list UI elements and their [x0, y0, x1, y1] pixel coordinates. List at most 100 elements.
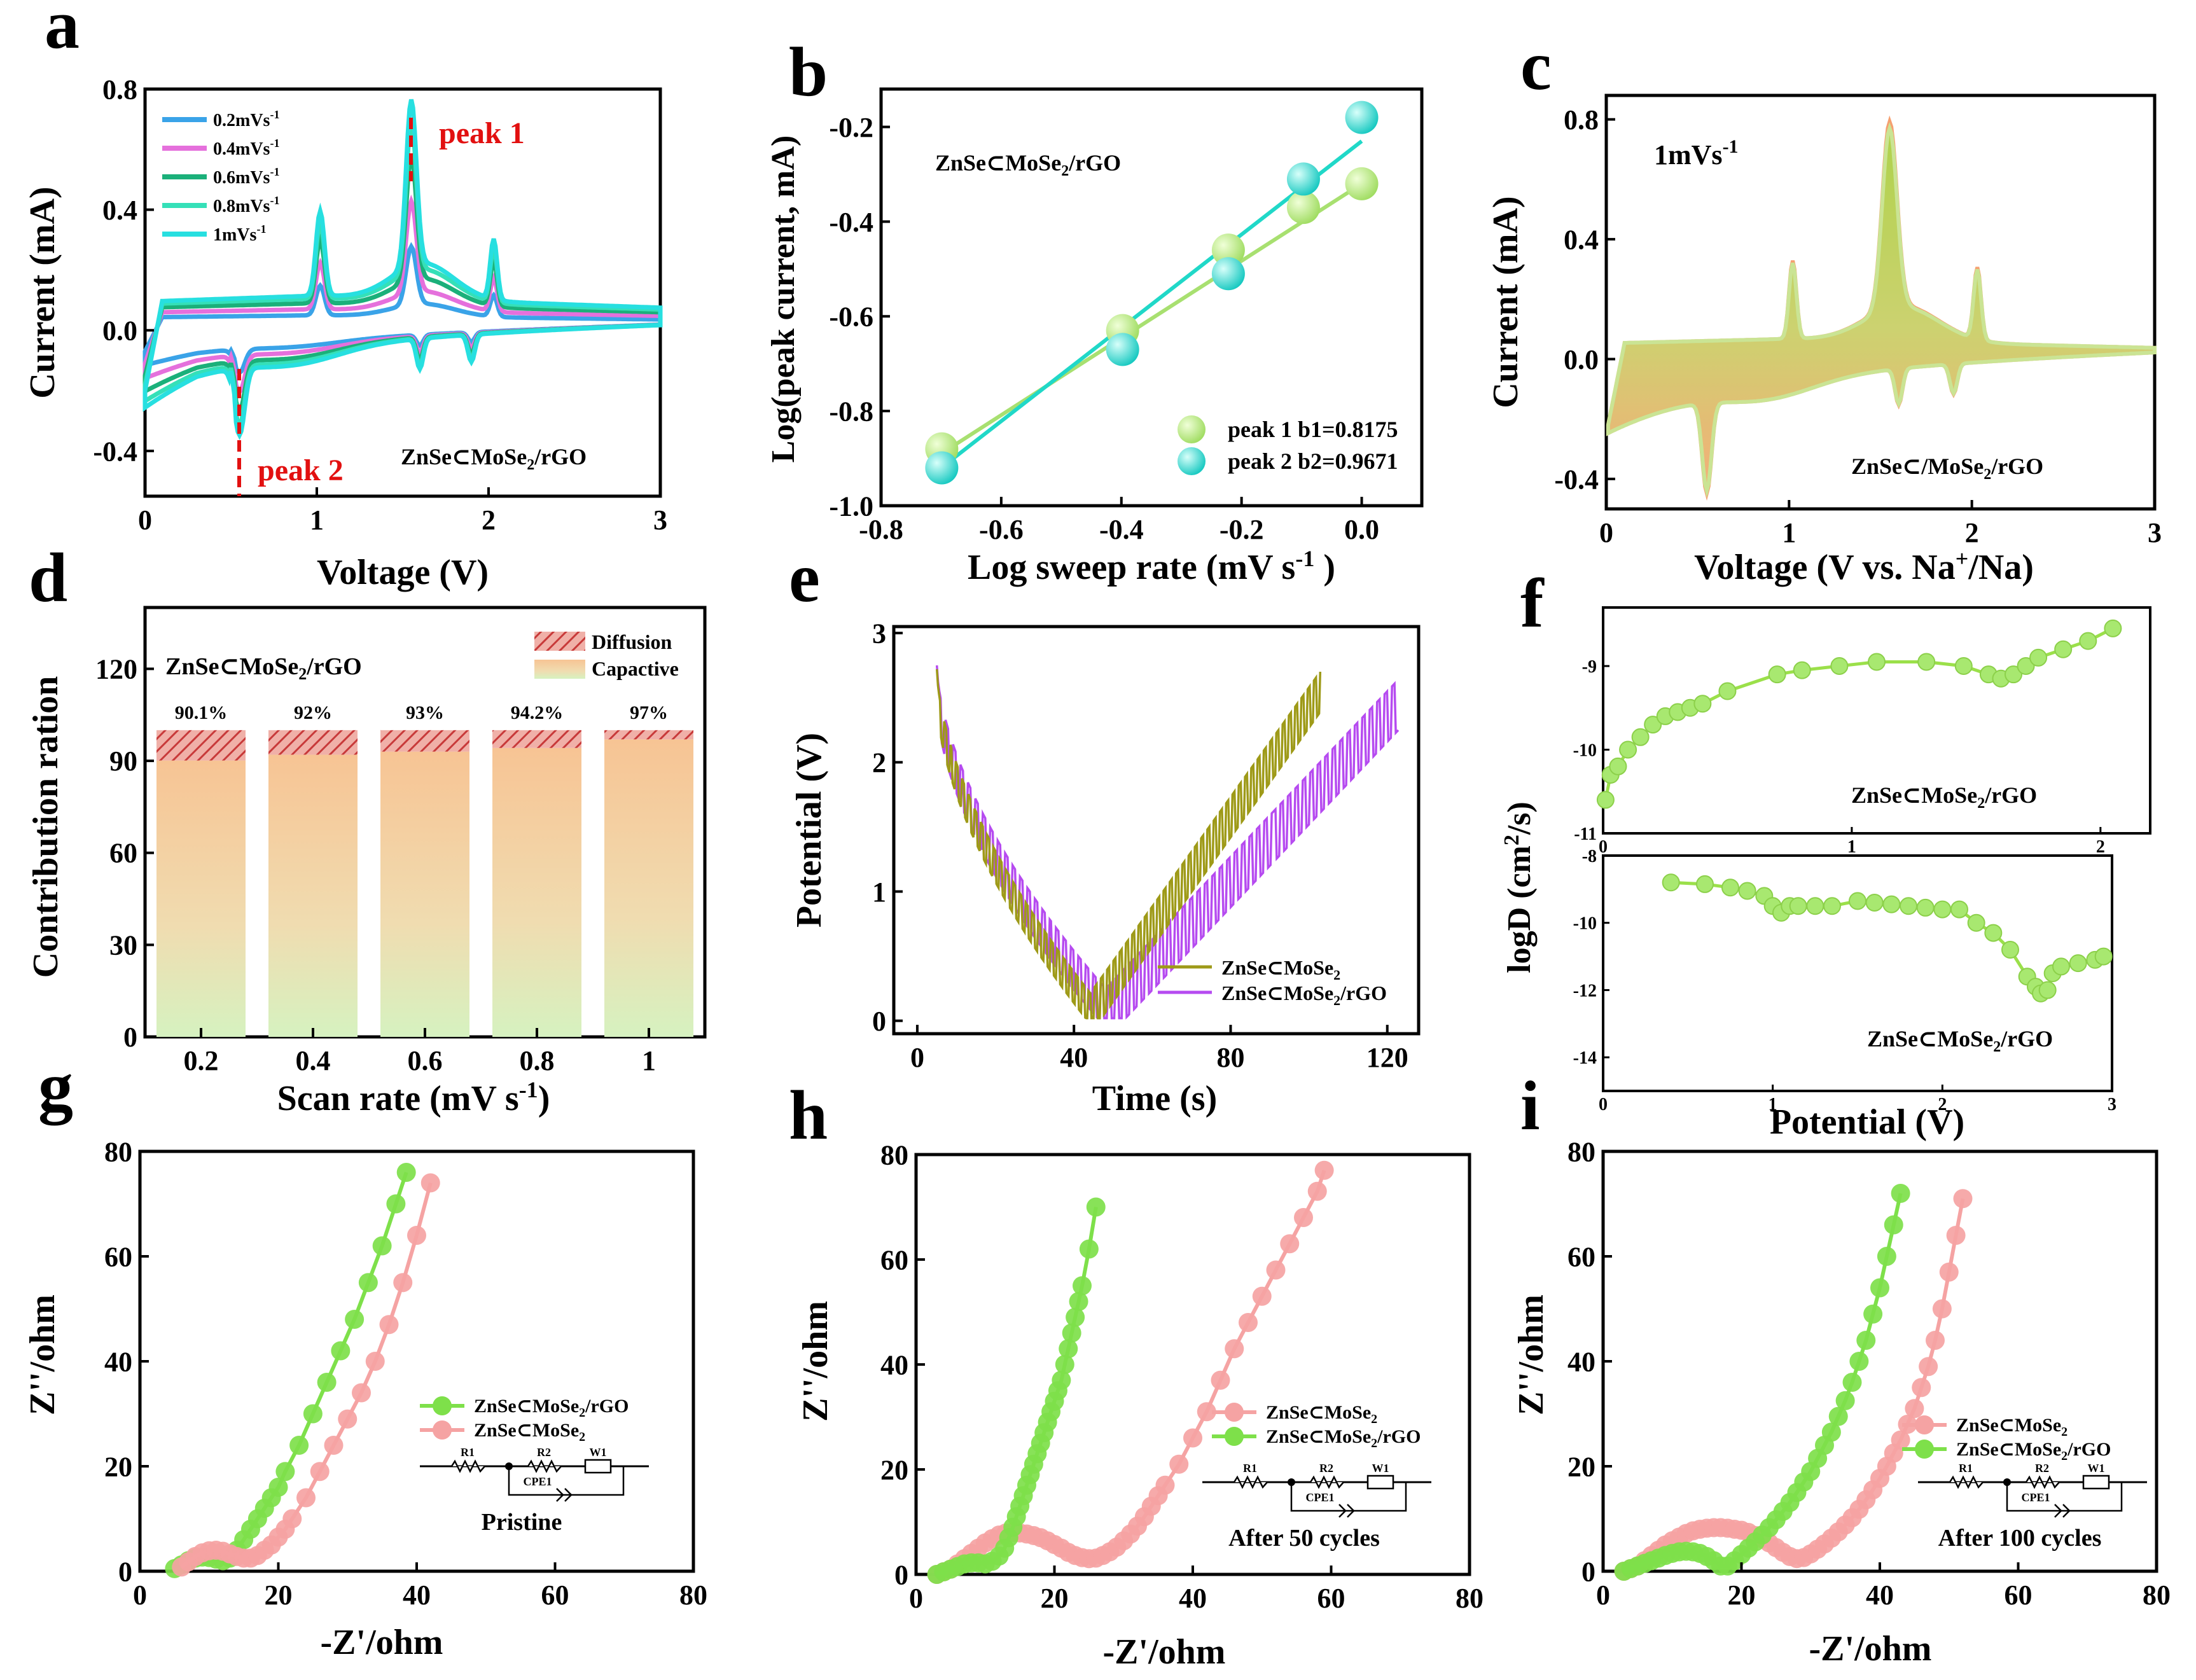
panel-d-title: ZnSe⊂MoSe2/rGO — [165, 653, 362, 683]
logd-point — [1696, 875, 1714, 893]
nyquist-point — [1055, 1355, 1074, 1374]
nyquist-point — [1062, 1323, 1081, 1343]
cpe-branch — [2006, 1482, 2123, 1512]
y-tick-label: 0 — [118, 1556, 132, 1587]
panel-c-material: ZnSe⊂/MoSe2/rGO — [1851, 454, 2043, 483]
panel-i-ylabel: Z''/ohm — [1511, 1295, 1551, 1415]
circuit-cpe-label: CPE1 — [2022, 1491, 2050, 1504]
x-tick-label: 120 — [1366, 1042, 1408, 1073]
logd-point — [1954, 657, 1973, 676]
nyquist-point — [379, 1315, 399, 1335]
y-tick-label: 0.8 — [102, 74, 137, 105]
x-tick-label: 2 — [482, 504, 496, 536]
peak2-label: peak 2 — [258, 454, 344, 487]
logd-point — [2001, 941, 2019, 959]
resistor-r2 — [527, 1459, 562, 1473]
legend-marker — [1178, 447, 1206, 475]
logd-point — [2094, 947, 2113, 966]
logd-point — [2104, 619, 2122, 637]
nyquist-line-0 — [1623, 1198, 1965, 1573]
panel-h-ylabel: Z''/ohm — [796, 1301, 835, 1422]
panel-g-ylabel: Z''/ohm — [23, 1295, 62, 1415]
nyquist-point — [324, 1436, 344, 1455]
panel-b: -0.8 -0.6 -0.4 -0.2 0.0-0.2-0.4-0.6-0.8-1.0 … — [765, 87, 1424, 587]
nyquist-point — [1211, 1370, 1230, 1390]
legend-subscript: 2 — [579, 1430, 585, 1444]
panel-a-material: ZnSe⊂MoSe2/rGO — [401, 444, 587, 473]
y-tick-label: 0.4 — [1564, 224, 1599, 255]
bar-diffusion — [492, 730, 581, 748]
x-tick-label: 80 — [1216, 1042, 1244, 1073]
y-tick-label: 60 — [109, 838, 137, 869]
panel-h-circuit: R1 R2 W1 CPE1 After 50 cycles — [1202, 1462, 1431, 1552]
panel-a-ylabel: Current (mA) — [23, 186, 62, 398]
x-tick-label: 1 — [1782, 517, 1796, 548]
logd-point — [1738, 882, 1756, 900]
y-tick-label: 90 — [109, 746, 137, 777]
nyquist-point — [338, 1409, 358, 1429]
nyquist-point — [352, 1383, 371, 1403]
x-tick-label: 2 — [2096, 837, 2105, 857]
bar-value-label: 93% — [406, 702, 444, 723]
panel-c: 0 1 2 3 0.8 0.4 0.0 -0.4 1mVs-1 ZnSe⊂/MoSe2/rGO… — [1486, 94, 2162, 587]
logd-point — [2038, 981, 2057, 999]
nyquist-point — [331, 1341, 351, 1361]
x-tick-label: 60 — [2005, 1579, 2033, 1611]
x-tick-label: 1 — [1847, 837, 1856, 857]
panel-b-frame — [879, 87, 1424, 508]
x-tick-label: 0 — [1599, 1095, 1608, 1114]
circuit-r1-label: R1 — [461, 1446, 475, 1459]
nyquist-point — [372, 1236, 392, 1256]
legend-label: peak 1 b1=0.8175 — [1228, 417, 1398, 442]
panel-a-legend: 0.2mVs-1 0.4mVs-1 0.6mVs-1 0.8mVs-1 1mVs-1 — [162, 108, 279, 245]
logd-point — [2069, 954, 2087, 973]
legend-marker — [1178, 415, 1206, 443]
panel-f-top-data — [1596, 619, 2122, 809]
panel-f-ticks: 0 1 2-9-10-110 1 2 3-8-10-12-14 — [1573, 657, 2116, 1114]
nyquist-point — [1155, 1475, 1175, 1495]
logd-point — [2052, 957, 2070, 976]
nyquist-point — [1946, 1226, 1966, 1245]
y-tick-label: 80 — [1567, 1136, 1595, 1167]
panel-d: 90.1% 92% 93% 94.2% 97% 0.2 0.4 0.6 0.8 1 0 30 60 90… — [26, 606, 707, 1118]
logd-point — [2005, 665, 2022, 684]
legend-superscript: -1 — [270, 137, 279, 149]
cpe-symbol — [1338, 1504, 1355, 1518]
panel-letter-h: h — [789, 1076, 828, 1154]
y-tick-label: 80 — [880, 1139, 908, 1170]
nyquist-point — [396, 1163, 416, 1182]
bar-value-label: 90.1% — [175, 702, 228, 723]
panel-e-lines — [935, 665, 1400, 1020]
circuit-w1-label: W1 — [1372, 1462, 1389, 1475]
x-tick-label: 0 — [1599, 837, 1608, 857]
panel-i-circuit: R1 R2 W1 CPE1 After 100 cycles — [1918, 1462, 2147, 1552]
y-tick-label: 0.0 — [1564, 344, 1599, 375]
y-tick-label: 120 — [95, 653, 137, 684]
panel-c-ylabel: Current (mA) — [1486, 196, 1525, 408]
nyquist-point — [317, 1373, 337, 1392]
legend-superscript: -1 — [270, 194, 279, 207]
nyquist-point — [1953, 1189, 1973, 1209]
y-tick-label: 40 — [880, 1349, 908, 1380]
nyquist-point — [1239, 1313, 1258, 1332]
logd-point — [1950, 900, 1968, 919]
y-tick-label: -1.0 — [829, 490, 873, 522]
panel-h: 0 20 40 60 80 0 20 40 60 80 ZnSe⊂MoSe2ZnSe⊂MoSe2/… — [796, 1139, 1484, 1672]
panel-letter-g: g — [38, 1048, 73, 1125]
y-tick-label: 0.0 — [102, 316, 137, 347]
panel-d-xlabel: Scan rate (mV s-1) — [277, 1077, 550, 1118]
logd-point — [1596, 791, 1615, 809]
cv-curve-4 — [142, 99, 663, 440]
panel-c-frame — [1604, 94, 2157, 511]
x-tick-label: 0 — [1599, 517, 1613, 548]
y-tick-label: 0 — [123, 1022, 137, 1053]
circuit-r2-label: R2 — [1319, 1462, 1333, 1475]
panel-a-ticks: 0 1 2 3 0.8 0.4 0.0 -0.4 — [93, 74, 667, 536]
nyquist-point — [386, 1194, 406, 1214]
nyquist-point — [1225, 1339, 1244, 1359]
nyquist-point — [1086, 1197, 1106, 1217]
resistor-r1 — [450, 1459, 485, 1473]
panel-f-ylabel: logD (cm2/s) — [1500, 802, 1538, 973]
data-point — [1345, 167, 1379, 200]
